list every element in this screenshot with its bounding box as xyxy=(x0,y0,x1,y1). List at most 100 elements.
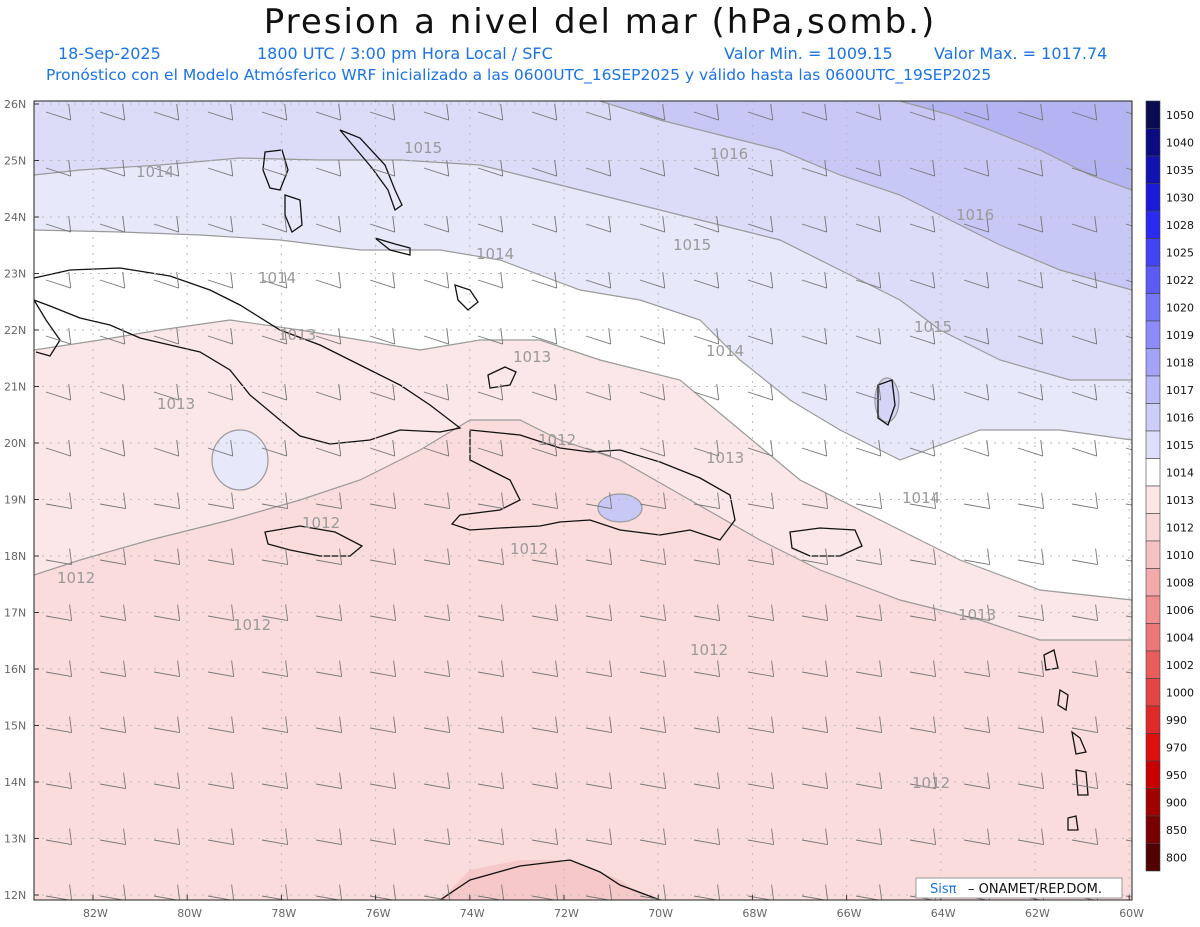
wind-barb xyxy=(423,279,449,289)
wind-barb xyxy=(261,447,287,457)
wind-barb xyxy=(1071,391,1097,401)
lat-label: 22N xyxy=(4,324,26,337)
wind-barb xyxy=(639,167,665,177)
wind-barb xyxy=(855,335,881,345)
contour-label: 1013 xyxy=(278,326,316,344)
wind-barb-feather xyxy=(1094,383,1098,401)
contour-label: 1013 xyxy=(958,606,996,624)
wind-barb-feather xyxy=(1095,604,1099,621)
lat-label: 16N xyxy=(4,663,26,676)
wind-barb-feather xyxy=(717,772,721,789)
wind-barb-feather xyxy=(285,492,289,509)
lon-label: 62W xyxy=(1025,907,1050,920)
wind-barb-feather xyxy=(1040,103,1044,121)
wind-barb-feather xyxy=(878,103,882,121)
wind-barb-feather xyxy=(878,439,882,457)
wind-barb-feather xyxy=(339,492,343,509)
wind-barb-feather xyxy=(932,159,936,177)
wind-barb-feather xyxy=(879,772,883,789)
wind-barb-feather xyxy=(122,383,126,401)
lon-label: 64W xyxy=(931,907,956,920)
wind-barb xyxy=(261,783,288,789)
wind-barb xyxy=(747,503,774,509)
wind-barb xyxy=(801,783,828,789)
credit-text: – ONAMET/REP.DOM. xyxy=(968,882,1102,897)
wind-barb xyxy=(207,783,234,789)
wind-barb xyxy=(1071,335,1097,345)
wind-barb-feather xyxy=(554,159,558,177)
colorbar-label: 1012 xyxy=(1166,521,1194,534)
wind-barb xyxy=(747,167,773,177)
wind-barb-feather xyxy=(717,492,721,509)
map-title: Presion a nivel del mar (hPa,somb.) xyxy=(263,2,937,42)
wind-barb xyxy=(855,279,881,289)
wind-barb xyxy=(1017,839,1044,845)
colorbar-swatch xyxy=(1145,128,1161,157)
wind-barb-feather xyxy=(986,103,990,121)
contour-label: 1012 xyxy=(912,774,950,792)
wind-barb-feather xyxy=(987,548,991,565)
wind-barb-feather xyxy=(177,548,181,565)
wind-barb-feather xyxy=(69,828,73,845)
wind-barb-feather xyxy=(986,327,990,345)
wind-barb-feather xyxy=(986,439,990,457)
min-value: Valor Min. = 1009.15 xyxy=(724,44,893,63)
wind-barb xyxy=(477,727,504,733)
wind-barb xyxy=(1017,671,1044,677)
wind-barb-feather xyxy=(501,884,504,900)
colorbar-swatch xyxy=(1145,210,1161,239)
wind-barb-feather xyxy=(1040,159,1044,177)
wind-barb-feather xyxy=(878,383,882,401)
wind-barb xyxy=(261,559,288,565)
wind-barb-feather xyxy=(1094,439,1098,457)
wind-barb-feather xyxy=(68,271,72,289)
plot-frame xyxy=(33,100,1133,901)
wind-barb-feather xyxy=(284,271,288,289)
wind-barb xyxy=(1125,615,1132,618)
lat-label: 12N xyxy=(4,889,26,902)
wind-barb xyxy=(909,727,936,733)
colorbar-label: 1000 xyxy=(1166,686,1194,699)
wind-barb xyxy=(531,783,558,789)
wind-barb-feather xyxy=(285,660,289,677)
credit-box: Sisπ – ONAMET/REP.DOM. xyxy=(915,877,1123,899)
wind-barb-feather xyxy=(123,772,127,789)
colorbar-label: 1040 xyxy=(1166,136,1194,149)
wind-barb xyxy=(207,559,234,565)
colorbar-label: 950 xyxy=(1166,769,1187,782)
wind-barb xyxy=(1017,727,1044,733)
wind-barb xyxy=(423,391,449,401)
wind-barb xyxy=(207,839,234,845)
wind-barb xyxy=(639,727,666,733)
wind-barb xyxy=(1125,335,1132,339)
wind-barb xyxy=(855,167,881,177)
wind-barb xyxy=(45,335,71,345)
wind-barb-feather xyxy=(447,884,450,900)
wind-barb-feather xyxy=(393,716,397,733)
lon-label: 78W xyxy=(271,907,296,920)
colorbar-swatch xyxy=(1145,183,1161,212)
wind-barb xyxy=(369,223,395,233)
wind-barb xyxy=(1125,223,1132,227)
wind-barb xyxy=(1125,895,1132,898)
wind-barb xyxy=(693,559,720,565)
colorbar-swatch xyxy=(1145,375,1161,404)
wind-barb-feather xyxy=(1040,215,1044,233)
wind-barb xyxy=(1125,839,1132,842)
wind-barb-feather xyxy=(1094,215,1098,233)
wind-barb-feather xyxy=(716,103,720,121)
wind-barb-feather xyxy=(609,884,612,900)
wind-barb-feather xyxy=(1041,492,1045,509)
wind-barb xyxy=(585,111,611,121)
lat-label: 21N xyxy=(4,381,26,394)
wind-barb xyxy=(45,111,71,121)
wind-barb xyxy=(963,111,989,121)
wind-barb-feather xyxy=(339,884,342,900)
wind-barb xyxy=(585,839,612,845)
wind-barb xyxy=(963,447,989,457)
wind-barb-feather xyxy=(770,327,774,345)
lat-label: 13N xyxy=(4,833,26,846)
wind-barb-feather xyxy=(393,828,397,845)
wind-barb-feather xyxy=(177,492,181,509)
wind-barb-feather xyxy=(392,271,396,289)
